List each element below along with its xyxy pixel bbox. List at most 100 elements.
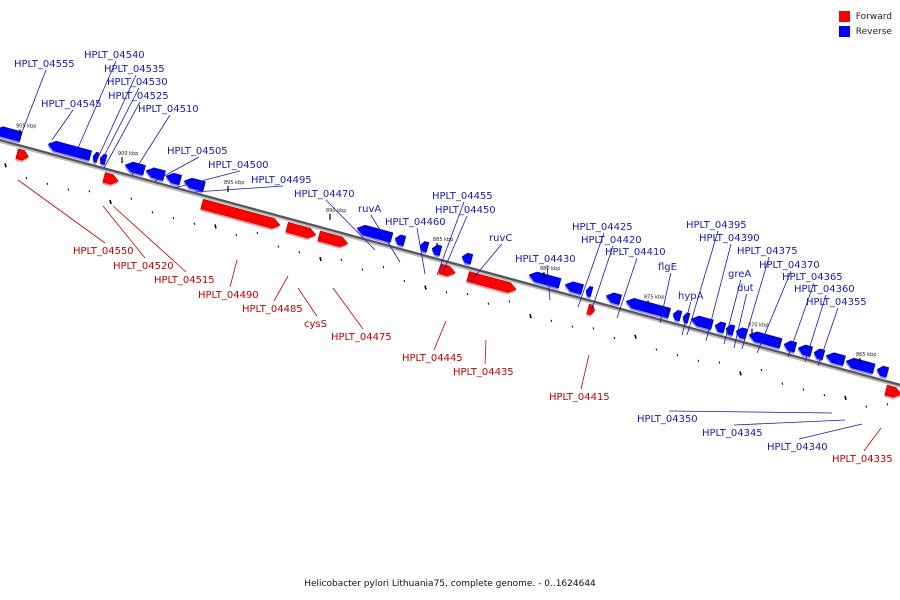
gene-label-hplt-04335[interactable]: HPLT_04335	[832, 454, 893, 465]
forward-gene-34	[285, 221, 317, 240]
scale-tick-label: 870 kbp	[748, 323, 768, 329]
gene-label-hplt-04360[interactable]: HPLT_04360	[794, 284, 855, 295]
feature-mark	[361, 268, 364, 271]
leader-line-grea	[723, 279, 742, 345]
reverse-gene-14	[564, 281, 584, 297]
leader-line-hplt-04545	[51, 109, 74, 141]
feature-mark	[235, 234, 238, 237]
gene-label-hplt-04345[interactable]: HPLT_04345	[702, 428, 763, 439]
reverse-gene-3	[99, 153, 108, 167]
gene-label-hplt-04355[interactable]: HPLT_04355	[806, 297, 867, 308]
feature-mark	[298, 251, 301, 254]
gene-label-hplt-04430[interactable]: HPLT_04430	[515, 254, 576, 265]
leader-line-hplt-04350	[668, 410, 833, 414]
leader-line-hplt-04445	[433, 320, 447, 351]
gene-label-hplt-04370[interactable]: HPLT_04370	[759, 260, 820, 271]
reverse-gene-8	[356, 224, 394, 245]
feature-mark	[781, 382, 784, 385]
gene-label-hplt-04375[interactable]: HPLT_04375	[737, 246, 798, 257]
gene-label-hplt-04410[interactable]: HPLT_04410	[605, 247, 666, 258]
feature-mark	[634, 334, 637, 339]
leader-line-hplt-04520	[102, 205, 146, 259]
gene-label-hplt-04515[interactable]: HPLT_04515	[154, 275, 215, 286]
leader-line-dut	[733, 293, 747, 349]
gene-label-hplt-04455[interactable]: HPLT_04455	[432, 191, 493, 202]
gene-label-hplt-04415[interactable]: HPLT_04415	[549, 392, 610, 403]
gene-label-hplt-04395[interactable]: HPLT_04395	[686, 220, 747, 231]
scale-tick-label: 880 kbp	[540, 266, 560, 272]
gene-label-hplt-04425[interactable]: HPLT_04425	[572, 222, 633, 233]
gene-label-grea[interactable]: greA	[728, 269, 751, 280]
gene-label-hplt-04505[interactable]: HPLT_04505	[167, 146, 228, 157]
gene-label-hplt-04460[interactable]: HPLT_04460	[385, 217, 446, 228]
reverse-gene-0	[0, 126, 23, 144]
gene-label-cyss[interactable]: cysS	[304, 319, 327, 330]
gene-label-ruvc[interactable]: ruvC	[489, 233, 512, 244]
legend-reverse: Reverse	[838, 24, 892, 39]
gene-label-hplt-04365[interactable]: HPLT_04365	[782, 272, 843, 283]
leader-line-hplt-04390	[705, 243, 732, 342]
leader-line-hplt-04415	[580, 354, 590, 390]
gene-label-hplt-04510[interactable]: HPLT_04510	[138, 104, 199, 115]
gene-label-hplt-04520[interactable]: HPLT_04520	[113, 261, 174, 272]
reverse-gene-22	[725, 324, 736, 338]
leader-line-hplt-04515	[112, 205, 187, 273]
leader-line-hplt-04490	[229, 259, 238, 288]
leader-line-hplt-04410	[616, 257, 638, 319]
gene-label-hplt-04435[interactable]: HPLT_04435	[453, 367, 514, 378]
reverse-gene-10	[419, 241, 430, 255]
feature-mark	[550, 319, 553, 323]
gene-label-hplt-04535[interactable]: HPLT_04535	[104, 64, 165, 75]
feature-mark	[760, 368, 763, 372]
scale-tick-label: 900 kbp	[118, 151, 138, 157]
gene-label-hplt-04350[interactable]: HPLT_04350	[637, 414, 698, 425]
feature-mark	[277, 245, 280, 248]
legend-reverse-label: Reverse	[855, 26, 892, 37]
legend-forward: Forward	[838, 9, 892, 24]
forward-gene-32	[102, 172, 119, 187]
gene-label-hplt-04545[interactable]: HPLT_04545	[41, 99, 102, 110]
gene-label-hplt-04340[interactable]: HPLT_04340	[767, 442, 828, 453]
feature-mark	[151, 211, 154, 214]
leader-line-hplt-04345	[733, 419, 846, 426]
gene-label-hplt-04390[interactable]: HPLT_04390	[699, 233, 760, 244]
gene-label-hplt-04500[interactable]: HPLT_04500	[208, 160, 269, 171]
gene-label-hplt-04550[interactable]: HPLT_04550	[73, 246, 134, 257]
gene-label-hypa[interactable]: hypA	[678, 291, 704, 302]
gene-label-hplt-04485[interactable]: HPLT_04485	[242, 304, 303, 315]
gene-label-dut[interactable]: dut	[737, 283, 754, 294]
gene-label-hplt-04475[interactable]: HPLT_04475	[331, 332, 392, 343]
forward-gene-39	[884, 384, 900, 400]
gene-label-hplt-04525[interactable]: HPLT_04525	[108, 91, 169, 102]
gene-label-hplt-04530[interactable]: HPLT_04530	[107, 77, 168, 88]
gene-label-hplt-04445[interactable]: HPLT_04445	[402, 353, 463, 364]
gene-label-hplt-04490[interactable]: HPLT_04490	[198, 290, 259, 301]
leader-line-hplt-04365	[787, 282, 815, 358]
leader-line-hplt-04335	[863, 427, 882, 452]
gene-label-hplt-04540[interactable]: HPLT_04540	[84, 50, 145, 61]
leader-line-hplt-04540	[77, 60, 117, 149]
gene-label-hplt-04470[interactable]: HPLT_04470	[294, 189, 355, 200]
reverse-gene-13	[528, 271, 562, 291]
feature-mark	[676, 353, 679, 357]
gene-label-ruva[interactable]: ruvA	[358, 204, 381, 215]
gene-label-hplt-04495[interactable]: HPLT_04495	[251, 175, 312, 186]
feature-mark	[256, 231, 259, 235]
reverse-gene-30	[876, 365, 890, 380]
gene-label-flge[interactable]: flgE	[658, 262, 677, 273]
reverse-gene-27	[813, 348, 826, 362]
gene-label-hplt-04555[interactable]: HPLT_04555	[14, 59, 75, 70]
forward-swatch	[838, 11, 850, 22]
feature-mark	[109, 199, 112, 205]
gene-label-hplt-04450[interactable]: HPLT_04450	[435, 205, 496, 216]
gene-label-hplt-04420[interactable]: HPLT_04420	[581, 235, 642, 246]
feature-mark	[340, 258, 343, 261]
leader-line-hplt-04510	[131, 114, 171, 176]
feature-mark	[88, 190, 91, 193]
feature-mark	[130, 197, 133, 200]
reverse-swatch	[838, 26, 850, 37]
genome-caption: Helicobacter pylori Lithuania75, complet…	[304, 579, 596, 589]
reverse-gene-6	[165, 172, 183, 187]
scale-tick-label: 895 kbp	[224, 180, 244, 186]
scale-tick-label: 875 kbp	[644, 294, 664, 300]
